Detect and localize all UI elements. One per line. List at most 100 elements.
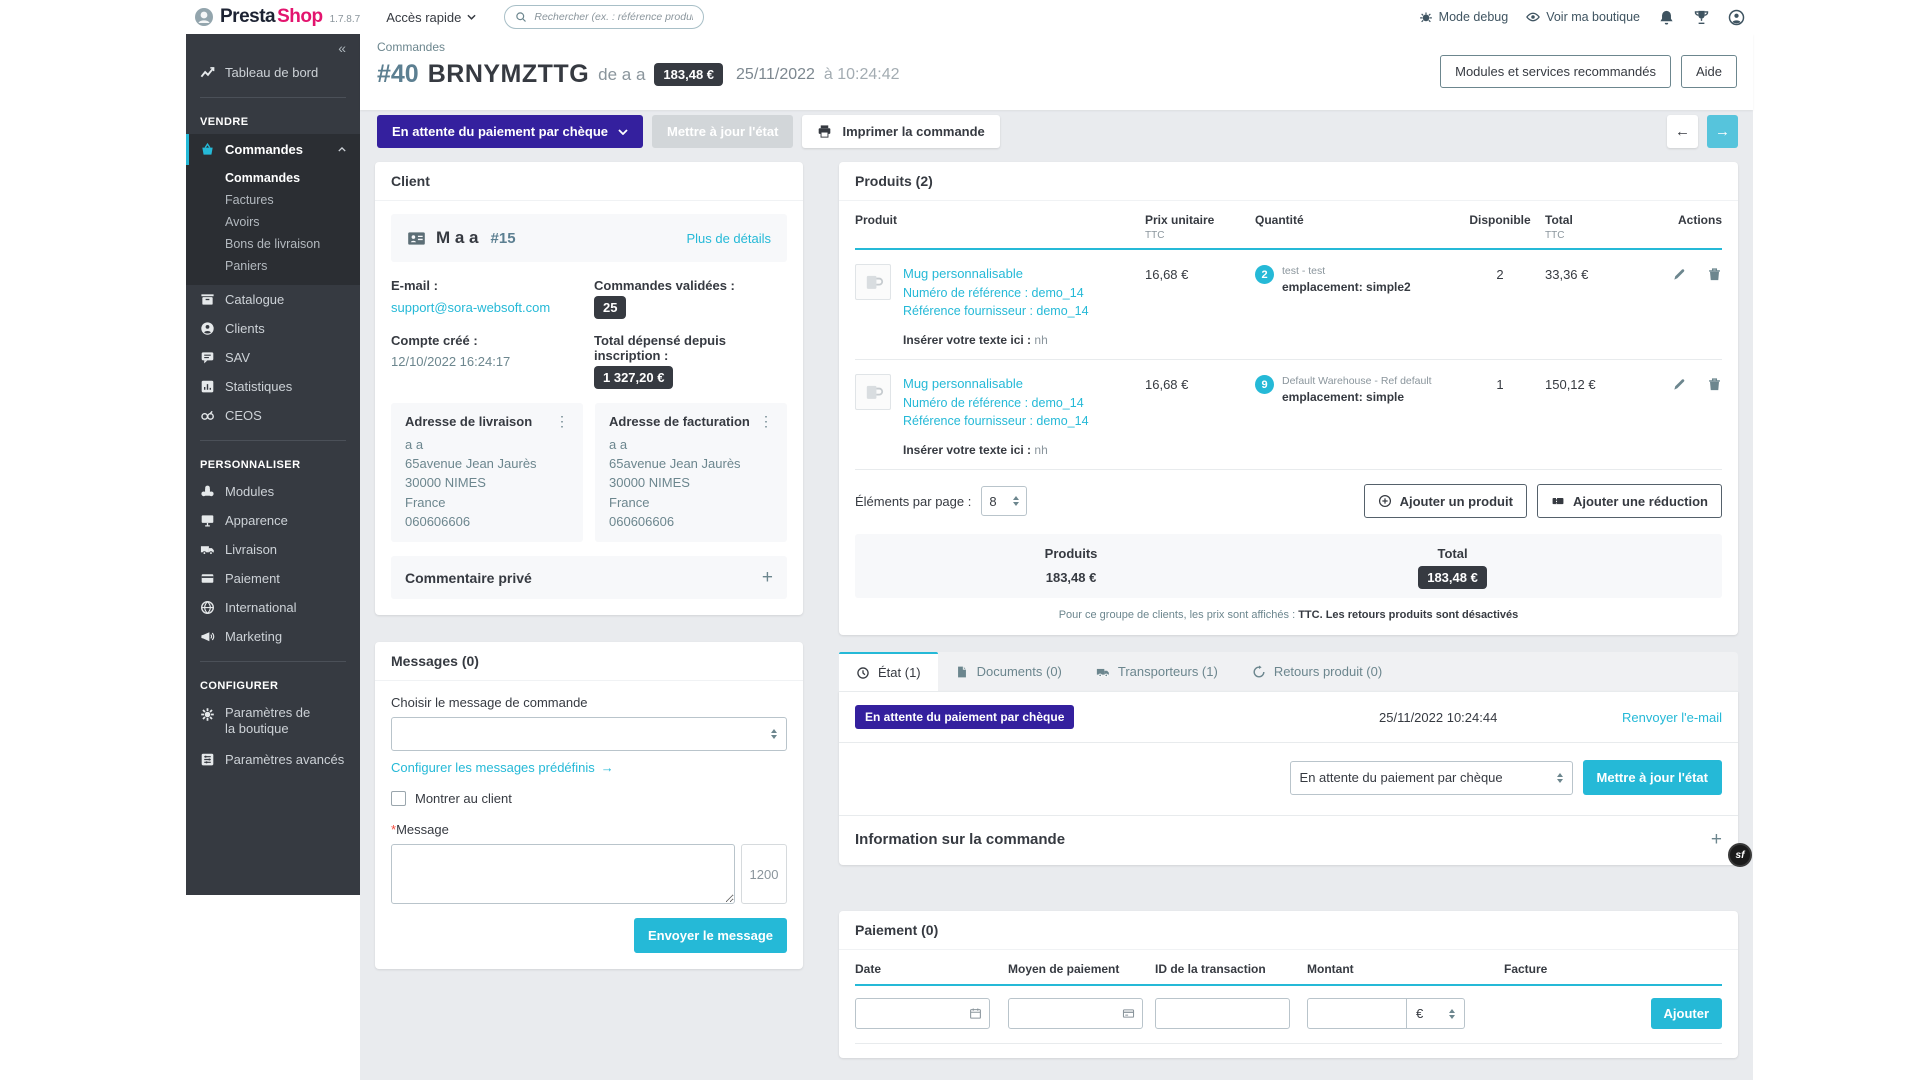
add-product-button[interactable]: Ajouter un produit [1363,484,1527,518]
breadcrumb[interactable]: Commandes [377,40,446,54]
order-totals-summary: Produits 183,48 € Total 183,48 € [855,534,1722,598]
quick-access-menu[interactable]: Accès rapide [386,10,476,25]
account-menu-button[interactable] [1728,9,1745,26]
help-button[interactable]: Aide [1680,55,1737,88]
search-input[interactable] [534,11,694,23]
add-private-note-button[interactable]: + [761,567,773,589]
tab-returns[interactable]: Retours produit (0) [1235,652,1399,691]
select-arrows-icon [1556,772,1563,783]
billing-address-menu[interactable]: ⋮ [759,413,773,429]
order-navigation: ← → [1667,115,1738,148]
payment-method-field [1008,998,1143,1029]
recommended-modules-button[interactable]: Modules et services recommandés [1440,55,1671,88]
previous-order-button[interactable]: ← [1667,115,1698,148]
amount-input[interactable] [1315,1006,1399,1021]
chat-bubble-icon [200,350,215,365]
payment-method-input[interactable] [1016,1006,1117,1021]
sidebar-item-orders[interactable]: Commandes [186,134,360,165]
send-message-button[interactable]: Envoyer le message [633,918,787,954]
tax-display-note: Pour ce groupe de clients, les prix sont… [1058,609,1519,621]
sidebar-subitem-credit-slips[interactable]: Avoirs [225,215,260,229]
symfony-profiler-toggle[interactable]: sf [1728,843,1752,867]
product-available: 1 [1496,377,1504,392]
currency-select[interactable]: € [1407,998,1465,1029]
main-content: Commandes #40 BRNYMZTTG de a a 183,48 € … [360,34,1753,1080]
product-customization: Insérer votre texte ici : nh [903,443,1048,457]
product-reference[interactable]: Numéro de référence : demo_14 [903,285,1084,300]
sidebar-item-design[interactable]: Apparence [186,506,360,535]
version-label: 1.7.8.7 [329,14,361,25]
messages-panel-title: Messages (0) [375,642,803,682]
sidebar-subitem-invoices[interactable]: Factures [225,193,274,207]
sidebar-item-marketing[interactable]: Marketing [186,622,360,651]
product-total: 33,36 € [1545,267,1589,282]
sidebar-item-dashboard[interactable]: Tableau de bord [186,58,360,87]
sidebar-item-advanced-parameters[interactable]: Paramètres avancés [186,745,360,774]
payment-date-input[interactable] [863,1006,964,1021]
resend-email-link[interactable]: Renvoyer l'e-mail [1621,709,1722,725]
product-supplier-reference[interactable]: Référence fournisseur : demo_14 [903,414,1089,429]
sidebar-subitem-orders[interactable]: Commandes [225,171,301,185]
sidebar-item-shipping[interactable]: Livraison [186,535,360,564]
items-per-page-select[interactable]: 8 [981,486,1028,516]
sidebar-item-customer-service[interactable]: SAV [186,343,360,372]
status-badge: En attente du paiement par chèque [855,705,1075,729]
add-discount-button[interactable]: Ajouter une réduction [1536,484,1722,518]
update-status-button-disabled[interactable]: Mettre à jour l'état [652,115,794,148]
truck-icon [1096,665,1110,679]
configure-messages-link[interactable]: Configurer les messages prédéfinis [391,760,595,776]
prestashop-logo[interactable]: Presta Shop 1.7.8.7 [194,6,360,28]
sidebar-subitem-carts[interactable]: Paniers [225,259,268,273]
messages-panel: Messages (0) Choisir le message de comma… [375,642,803,970]
bug-icon [1419,10,1433,24]
order-status-dropdown[interactable]: En attente du paiement par chèque [377,115,643,148]
sidebar-item-ceos[interactable]: CEOS [186,401,360,430]
delete-product-trash-icon[interactable] [1707,377,1722,392]
product-thumbnail [855,264,891,300]
sidebar-collapse-button[interactable]: « [338,40,346,56]
edit-product-pencil-icon[interactable] [1672,267,1687,282]
tab-documents[interactable]: Documents (0) [938,652,1079,691]
order-information-section: Information sur la commande + [839,815,1738,865]
product-reference[interactable]: Numéro de référence : demo_14 [903,395,1084,410]
product-name-link[interactable]: Mug personnalisable [903,266,1023,281]
sidebar-item-payment[interactable]: Paiement [186,564,360,593]
next-order-button[interactable]: → [1707,115,1738,148]
client-valid-orders-field: Commandes validées : 25 [594,278,787,319]
sidebar-item-customers[interactable]: Clients [186,314,360,343]
transaction-id-input[interactable] [1163,1006,1282,1021]
status-select[interactable]: En attente du paiement par chèque [1289,760,1573,795]
client-email-link[interactable]: support@sora-websoft.com [391,300,551,315]
show-to-client-checkbox[interactable] [391,791,406,807]
payment-panel-title: Paiement (0) [839,911,1738,950]
notifications-bell-button[interactable] [1658,9,1675,26]
message-textarea[interactable] [391,844,735,905]
print-order-button[interactable]: Imprimer la commande [802,115,1000,148]
update-status-button[interactable]: Mettre à jour l'état [1582,760,1722,795]
sidebar-item-catalog[interactable]: Catalogue [186,285,360,314]
sidebar-item-international[interactable]: International [186,593,360,622]
add-payment-button[interactable]: Ajouter [1650,998,1722,1029]
expand-order-information-button[interactable]: + [1710,829,1722,850]
edit-product-pencil-icon[interactable] [1672,377,1687,392]
person-circle-icon [200,321,215,336]
global-search[interactable] [504,5,705,29]
sidebar-item-stats[interactable]: Statistiques [186,372,360,401]
sidebar-item-shop-parameters[interactable]: Paramètres de la boutique [186,698,336,745]
sidebar-subitem-delivery-slips[interactable]: Bons de livraison [225,237,321,251]
delete-product-trash-icon[interactable] [1707,267,1722,282]
shipping-address-menu[interactable]: ⋮ [555,413,569,429]
order-message-select[interactable] [391,717,787,752]
sidebar: « Tableau de bord VENDRE Commandes Comma… [186,34,360,895]
sidebar-item-modules[interactable]: Modules [186,477,360,506]
product-name-link[interactable]: Mug personnalisable [903,376,1023,391]
achievements-trophy-button[interactable] [1693,9,1710,26]
tab-status[interactable]: État (1) [839,652,938,691]
basket-icon [200,142,215,157]
view-shop-link[interactable]: Voir ma boutique [1526,10,1640,24]
debug-mode-toggle[interactable]: Mode debug [1419,10,1508,24]
tab-carriers[interactable]: Transporteurs (1) [1079,652,1235,691]
product-supplier-reference[interactable]: Référence fournisseur : demo_14 [903,304,1089,319]
brand-shop: Shop [277,6,323,27]
client-details-link[interactable]: Plus de détails [686,230,771,246]
